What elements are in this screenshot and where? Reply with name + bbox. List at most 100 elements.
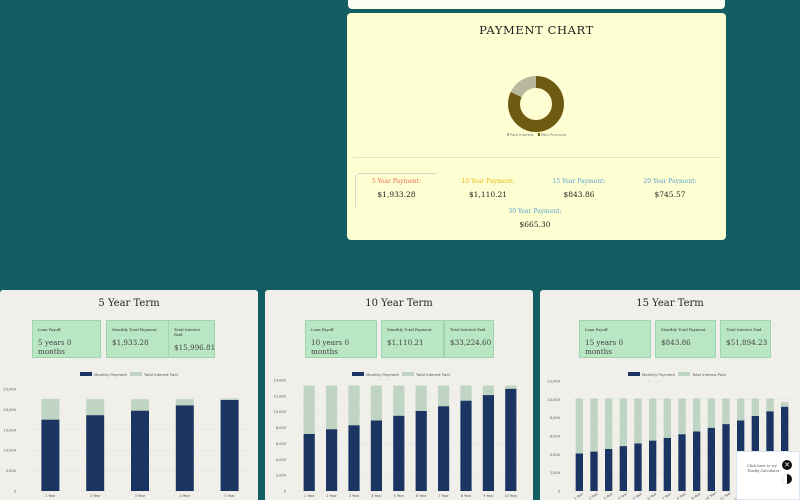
y-tick-label: 10,000 [273,410,286,414]
stat-total-interest: Total Interest Paid $33,224.60 [444,320,494,358]
bar-segment [605,398,613,449]
y-tick-label: 15,000 [3,428,16,432]
x-tick-label: 5 Year [394,494,405,498]
x-tick-label: 4 Year [617,491,628,500]
x-tick-label: 2 Year [90,494,101,498]
y-tick-label: 14,000 [273,379,286,383]
legend-item-paid-interest[interactable]: Paid Interest [506,132,534,137]
stat-monthly-payment: Monthly Total Payment $843.86 [655,320,716,358]
term-title: 10 Year Term [365,298,433,309]
bar-segment [693,431,701,491]
previous-card-edge [348,0,725,9]
x-tick-label: 4 Year [180,494,191,498]
legend-swatch [80,372,92,376]
bar-segment [326,429,338,491]
bar-segment [175,399,194,406]
y-tick-label: 2,000 [276,474,287,478]
legend-label: Monthly Payment [366,372,400,377]
y-tick-label: 12,000 [547,380,560,384]
payment-label: 30 Year Payment: [508,208,562,215]
bar-segment [303,433,315,491]
payment-option-15-year[interactable]: 15 Year Payment: $843.86 [538,178,620,199]
bar-segment [781,406,789,491]
bar-segment [590,398,598,452]
divider [353,157,720,158]
stat-label: Monthly Total Payment [387,327,432,332]
payment-value: $665.30 [519,220,551,229]
term-title: 5 Year Term [98,298,160,309]
stat-value: 15 years 0 months [585,338,624,356]
bar-segment [460,400,472,491]
stat-label: Total Interest Paid [450,327,486,332]
y-tick-label: 12,000 [273,394,286,398]
y-tick-label: 2,000 [550,471,561,475]
bar-segment [370,420,382,491]
legend-item-paid-principle[interactable]: Paid Principle [537,132,566,137]
payment-option-20-year[interactable]: 20 Year Payment: $745.57 [629,178,711,199]
y-tick-label: 0 [558,490,561,494]
bar-segment [649,440,657,491]
stat-label: Loan Payoff [38,327,61,332]
y-tick-label: 20,000 [3,408,16,412]
payment-option-10-year[interactable]: 10 Year Payment: $1,110.21 [447,178,529,199]
bar-segment [348,385,360,426]
bar-segment [722,424,730,491]
bar-segment [460,385,472,401]
y-tick-label: 8,000 [550,416,561,420]
payment-label: 20 Year Payment: [643,178,697,185]
stat-total-interest: Total Interest Paid $51,894.23 [720,320,771,358]
x-tick-label: 1 Year [573,491,584,500]
bar-segment [505,385,517,389]
stat-label: Loan Payoff [585,327,608,332]
payment-value: $745.57 [654,190,686,199]
y-tick-label: 6,000 [550,435,561,439]
legend-label: Total Interest Paid [691,372,726,377]
bar-segment [415,410,427,491]
bar-segment [678,398,686,435]
stat-loan-payoff: Loan Payoff 15 years 0 months [579,320,651,358]
legend-label: Total Interest Paid [143,372,178,377]
close-icon[interactable]: ✕ [782,460,792,470]
donut-legend: Paid Interest Paid Principle [347,132,726,137]
x-tick-label: 9 Year [691,491,702,500]
bar-segment [220,398,239,401]
payment-option-30-year[interactable]: 30 Year Payment: $665.30 [494,208,576,229]
stat-monthly-payment: Monthly Total Payment $1,110.21 [381,320,444,358]
bar-segment [393,385,405,416]
bar-segment [482,385,494,396]
legend-swatch [678,372,690,376]
term-card-10-year: 10 Year Term Loan Payoff 10 years 0 mont… [265,290,533,500]
x-tick-label: 8 Year [461,494,472,498]
stat-loan-payoff: Loan Payoff 5 years 0 months [32,320,101,358]
bar-segment [605,448,613,491]
bar-segment [781,402,789,407]
legend-label: Monthly Payment [94,372,128,377]
bar-segment [131,410,149,491]
y-tick-label: 8,000 [276,426,287,430]
bar-segment [693,398,701,432]
stat-loan-payoff: Loan Payoff 10 years 0 months [305,320,377,358]
bar-segment [220,400,239,491]
payment-option-5-year[interactable]: 5 Year Payment: $1,933.28 [355,173,437,207]
x-tick-label: 5 Year [224,494,235,498]
legend-swatch [506,133,509,136]
payment-value: $1,933.28 [377,190,416,199]
x-tick-label: 9 Year [483,494,494,498]
x-tick-label: 11 Year [719,491,732,500]
theme-toggle-icon[interactable] [782,474,792,484]
bar-segment [131,399,149,411]
term-card-5-year: 5 Year Term Loan Payoff 5 years 0 months… [0,290,258,500]
promo-line: Click here to try [747,464,777,468]
stat-total-interest: Total Interest Paid $15,996.81 [168,320,215,358]
payment-label: 5 Year Payment: [371,178,422,185]
x-tick-label: 1 Year [304,494,315,498]
term-title: 15 Year Term [636,298,704,309]
donut-slice-paid-interest [508,76,564,132]
stat-value: $843.86 [661,338,691,347]
y-tick-label: 4,000 [550,453,561,457]
y-tick-label: 25,000 [3,388,16,392]
bar-segment [619,398,627,447]
x-tick-label: 3 Year [603,491,614,500]
payment-donut-chart [508,76,564,132]
y-tick-label: 0 [14,490,17,494]
